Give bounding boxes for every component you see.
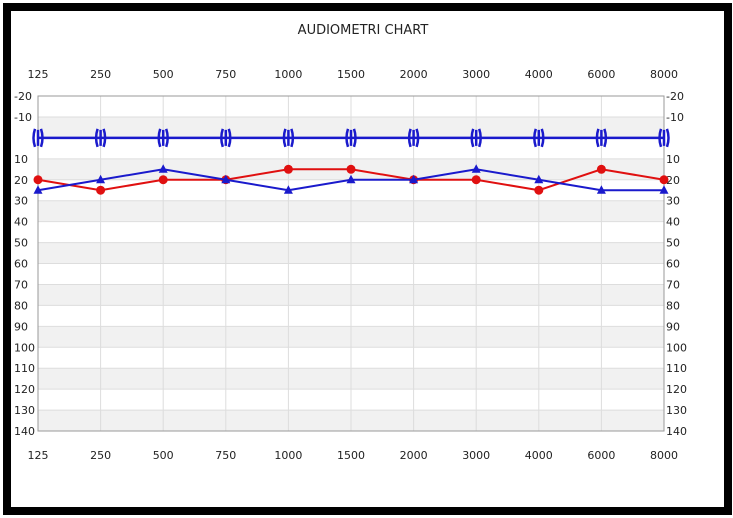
- data-point-circle: [534, 185, 544, 195]
- y-tick-label-left: 120: [14, 383, 35, 396]
- y-tick-label-left: 70: [14, 278, 28, 291]
- y-tick-label-left: 50: [14, 237, 28, 250]
- y-tick-label-left: 130: [14, 404, 35, 417]
- y-tick-label-right: 50: [666, 237, 680, 250]
- data-point-triangle: [33, 185, 43, 194]
- data-point-triangle: [221, 174, 231, 184]
- y-tick-label-left: 40: [14, 216, 28, 229]
- x-tick-label-top: 250: [90, 68, 111, 81]
- data-point-bracket: [157, 128, 169, 148]
- y-tick-label-right: 40: [666, 216, 680, 229]
- y-tick-label-left: 110: [14, 362, 35, 375]
- y-tick-label-left: 20: [14, 174, 28, 187]
- x-tick-label-bottom: 8000: [650, 449, 678, 462]
- data-point-bracket: [658, 128, 670, 148]
- y-tick-label-left: 30: [14, 195, 28, 208]
- y-tick-label-left: 100: [14, 341, 35, 354]
- data-point-triangle: [346, 174, 356, 184]
- x-tick-label-bottom: 500: [153, 449, 174, 462]
- data-point-circle: [346, 164, 356, 174]
- y-tick-label-left: 10: [14, 153, 28, 166]
- data-point-circle: [96, 185, 106, 195]
- data-point-bracket: [595, 128, 608, 148]
- data-point-bracket: [32, 128, 44, 148]
- y-tick-label-right: 140: [666, 425, 687, 438]
- y-tick-label-left: 60: [14, 258, 28, 271]
- y-tick-label-right: 130: [666, 404, 687, 417]
- data-point-bracket: [407, 128, 420, 148]
- y-tick-label-left: 90: [14, 320, 28, 333]
- data-point-circle: [283, 164, 293, 174]
- series-2: [32, 128, 670, 148]
- y-tick-label-right: -20: [666, 90, 684, 103]
- x-tick-label-bottom: 750: [215, 449, 236, 462]
- series-1: [33, 164, 669, 194]
- y-tick-label-right: 70: [666, 278, 680, 291]
- y-tick-label-right: 90: [666, 320, 680, 333]
- chart-title: AUDIOMETRI CHART: [298, 23, 429, 38]
- data-point-triangle: [534, 174, 544, 184]
- x-tick-label-bottom: 3000: [462, 449, 490, 462]
- y-tick-label-right: -10: [666, 111, 684, 124]
- x-tick-label-bottom: 1500: [337, 449, 365, 462]
- x-tick-label-top: 1000: [274, 68, 302, 81]
- axis-ticks: -20 -20 -10 -10 10 10 20 20 30 30 40 40 50 50 60 60 70 70…: [14, 68, 687, 462]
- x-tick-label-bottom: 4000: [525, 449, 553, 462]
- x-tick-label-bottom: 250: [90, 449, 111, 462]
- data-point-circle: [596, 164, 606, 174]
- data-point-triangle: [283, 185, 293, 194]
- series-layer: [32, 128, 670, 195]
- data-point-triangle: [596, 185, 606, 194]
- x-tick-label-top: 500: [153, 68, 174, 81]
- data-point-circle: [158, 175, 168, 185]
- data-point-circle: [659, 175, 669, 185]
- data-point-triangle: [158, 164, 168, 173]
- x-tick-label-top: 3000: [462, 68, 490, 81]
- y-tick-label-left: 80: [14, 299, 28, 312]
- x-tick-label-top: 125: [28, 68, 49, 81]
- x-tick-label-top: 4000: [525, 68, 553, 81]
- data-point-triangle: [409, 174, 419, 184]
- y-tick-label-left: -10: [14, 111, 32, 124]
- x-tick-label-top: 2000: [400, 68, 428, 81]
- data-point-bracket: [282, 128, 295, 148]
- y-tick-label-right: 30: [666, 195, 680, 208]
- data-point-triangle: [471, 164, 481, 173]
- x-tick-label-bottom: 1000: [274, 449, 302, 462]
- y-tick-label-right: 60: [666, 258, 680, 271]
- x-tick-label-top: 1500: [337, 68, 365, 81]
- x-tick-label-top: 8000: [650, 68, 678, 81]
- x-tick-label-top: 750: [215, 68, 236, 81]
- data-point-triangle: [96, 174, 106, 184]
- data-point-bracket: [533, 128, 545, 148]
- y-tick-label-right: 80: [666, 299, 680, 312]
- data-point-circle: [471, 175, 481, 185]
- x-tick-label-bottom: 2000: [400, 449, 428, 462]
- data-point-bracket: [470, 128, 482, 148]
- data-point-circle: [33, 175, 43, 185]
- x-tick-label-bottom: 125: [28, 449, 49, 462]
- x-tick-label-bottom: 6000: [587, 449, 615, 462]
- y-tick-label-right: 120: [666, 383, 687, 396]
- y-tick-label-right: 10: [666, 153, 680, 166]
- data-point-bracket: [345, 128, 357, 148]
- data-point-triangle: [659, 185, 669, 194]
- y-tick-label-right: 110: [666, 362, 687, 375]
- y-tick-label-right: 20: [666, 174, 680, 187]
- y-tick-label-left: -20: [14, 90, 32, 103]
- data-point-bracket: [220, 128, 232, 148]
- data-point-bracket: [94, 128, 107, 148]
- x-tick-label-top: 6000: [587, 68, 615, 81]
- plot-area: [37, 95, 665, 432]
- y-tick-label-right: 100: [666, 341, 687, 354]
- y-tick-label-left: 140: [14, 425, 35, 438]
